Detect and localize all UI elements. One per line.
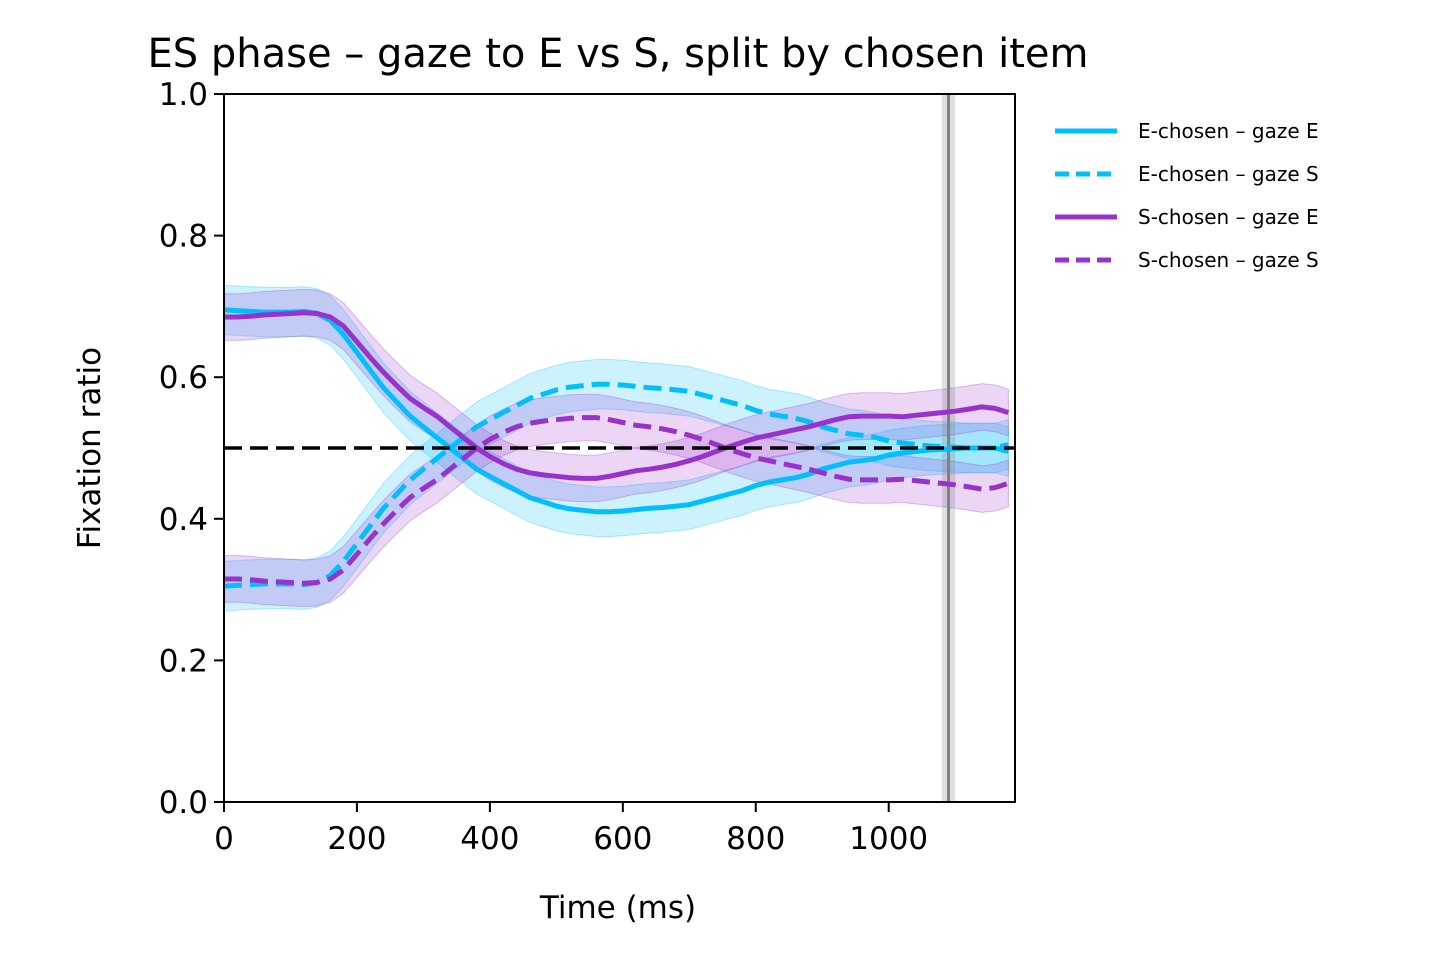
y-axis-label: Fixation ratio <box>72 347 108 549</box>
x-tick-label: 0 <box>214 821 234 857</box>
x-tick-label: 1000 <box>849 821 928 857</box>
x-tick-label: 400 <box>460 821 519 857</box>
y-tick-label: 0.0 <box>159 785 208 821</box>
legend-label-2: E-chosen – gaze S <box>1138 162 1319 186</box>
series-lines <box>223 307 1015 589</box>
legend-label-4: S-chosen – gaze S <box>1138 248 1319 272</box>
series-line-2 <box>223 381 1010 589</box>
y-axis-ticks: 0.0 0.2 0.4 0.6 0.8 1.0 <box>159 77 224 821</box>
series-line-3 <box>224 310 1010 481</box>
legend-label-1: E-chosen – gaze E <box>1138 119 1319 143</box>
chart-title: ES phase – gaze to E vs S, split by chos… <box>148 31 1089 77</box>
y-tick-label: 0.8 <box>159 219 208 255</box>
y-tick-label: 0.2 <box>159 643 208 679</box>
series-line-4 <box>224 415 1010 586</box>
x-tick-label: 200 <box>327 821 386 857</box>
series-line-1 <box>223 307 1010 515</box>
x-axis-ticks: 0 200 400 600 800 1000 <box>214 802 928 857</box>
legend: E-chosen – gaze E E-chosen – gaze S S-chos… <box>1055 119 1319 272</box>
plot-area <box>223 93 1016 803</box>
y-tick-label: 1.0 <box>159 77 208 113</box>
axes-frame <box>223 93 1016 803</box>
x-tick-label: 600 <box>593 821 652 857</box>
legend-label-3: S-chosen – gaze E <box>1138 205 1319 229</box>
y-tick-label: 0.6 <box>159 360 208 396</box>
y-tick-label: 0.4 <box>159 502 208 538</box>
x-tick-label: 800 <box>726 821 785 857</box>
x-axis-label: Time (ms) <box>539 890 696 926</box>
